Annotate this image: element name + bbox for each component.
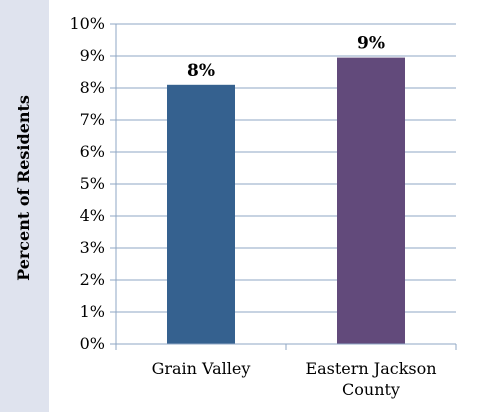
y-tick-label: 10% (69, 14, 105, 33)
y-axis-ticks: 0% 1% 2% 3% 4% 5% 6% 7% 8% 9% 10% (69, 14, 116, 353)
data-label: 9% (357, 34, 385, 54)
y-tick-label: 4% (80, 206, 105, 225)
bar (337, 57, 405, 344)
x-category-label: Grain Valley (152, 359, 251, 378)
y-tick-label: 0% (80, 334, 105, 353)
y-tick-label: 1% (80, 302, 105, 321)
bars: 8% 9% (167, 34, 405, 345)
y-tick-label: 3% (80, 238, 105, 257)
y-axis-label: Percent of Residents (14, 95, 33, 281)
y-tick-label: 7% (80, 110, 105, 129)
chart-panel (49, 0, 499, 412)
y-tick-label: 9% (80, 46, 105, 65)
y-tick-label: 6% (80, 142, 105, 161)
y-tick-label: 2% (80, 270, 105, 289)
data-label: 8% (187, 61, 215, 81)
bar (167, 84, 235, 345)
y-tick-label: 5% (80, 174, 105, 193)
x-axis: Grain Valley Eastern Jackson County (115, 24, 457, 399)
x-category-label: Eastern Jackson (305, 359, 436, 378)
y-tick-label: 8% (80, 78, 105, 97)
x-category-label: County (342, 380, 400, 399)
